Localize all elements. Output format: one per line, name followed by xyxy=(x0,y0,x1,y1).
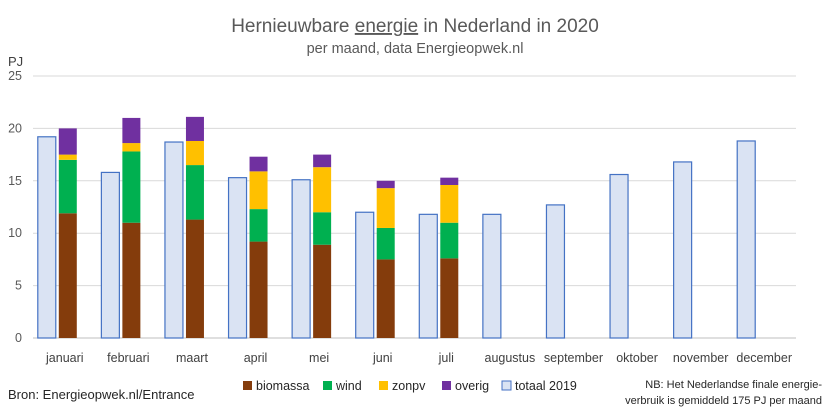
y-tick-label: 25 xyxy=(8,69,22,83)
bar-biomassa xyxy=(122,222,141,338)
bar-biomassa xyxy=(249,241,268,338)
bar-wind xyxy=(58,159,77,214)
bar-zonpv xyxy=(313,167,332,213)
bar-overig xyxy=(440,177,459,185)
bar-totaal-2019 xyxy=(355,211,375,339)
bar-zonpv xyxy=(122,143,141,152)
bar-zonpv xyxy=(440,184,459,223)
bar-zonpv xyxy=(249,171,268,210)
bar-overig xyxy=(249,156,268,172)
x-category-label: maart xyxy=(176,351,208,365)
bar-zonpv xyxy=(376,188,395,228)
bar-biomassa xyxy=(376,259,395,338)
bar-wind xyxy=(376,227,395,260)
x-axis-categories: januari februari maart april mei juni juli augu… xyxy=(45,351,792,365)
gridlines xyxy=(33,75,796,339)
bar-overig xyxy=(313,154,332,168)
bar-totaal-2019 xyxy=(100,171,120,339)
x-category-label: augustus xyxy=(485,351,536,365)
chart-title: Hernieuwbare energie in Nederland in 202… xyxy=(231,16,599,37)
y-tick-label: 5 xyxy=(15,279,22,293)
bar-totaal-2019 xyxy=(482,213,502,339)
y-axis-unit: PJ xyxy=(8,54,23,69)
bar-biomassa xyxy=(440,258,459,338)
x-category-label: mei xyxy=(309,351,329,365)
legend-label: zonpv xyxy=(392,379,426,393)
legend-label: totaal 2019 xyxy=(515,379,577,393)
x-category-label: januari xyxy=(45,351,84,365)
bar-biomassa xyxy=(185,219,204,338)
legend-label: biomassa xyxy=(256,379,310,393)
y-tick-label: 20 xyxy=(8,121,22,135)
y-tick-label: 0 xyxy=(15,331,22,345)
x-category-label: december xyxy=(736,351,792,365)
chart-subtitle: per maand, data Energieopwek.nl xyxy=(307,41,524,57)
bar-totaal-2019 xyxy=(609,173,629,339)
bar-totaal-2019 xyxy=(736,140,756,339)
bar-biomassa xyxy=(58,213,77,338)
legend: biomassa wind zonpv overig totaal 2019 xyxy=(243,379,577,393)
bar-wind xyxy=(185,165,204,220)
y-axis-ticks: 0 5 10 15 20 25 xyxy=(8,69,22,345)
legend-label: overig xyxy=(455,379,489,393)
bar-biomassa xyxy=(313,244,332,338)
note-line-1: NB: Het Nederlandse finale energie- xyxy=(645,379,822,391)
bars xyxy=(37,116,756,339)
bar-totaal-2019 xyxy=(37,136,57,339)
chart-title-part-3: in Nederland in 2020 xyxy=(418,16,599,37)
bar-totaal-2019 xyxy=(164,141,184,339)
bar-totaal-2019 xyxy=(418,213,438,339)
bar-totaal-2019 xyxy=(545,204,566,339)
x-category-label: oktober xyxy=(616,351,658,365)
x-category-label: april xyxy=(244,351,268,365)
y-tick-label: 15 xyxy=(8,174,22,188)
bar-totaal-2019 xyxy=(227,177,248,339)
legend-swatch xyxy=(323,381,332,390)
x-category-label: september xyxy=(544,351,603,365)
bar-overig xyxy=(58,128,77,155)
chart-title-part-1: Hernieuwbare xyxy=(231,16,355,37)
legend-swatch xyxy=(501,380,512,391)
bar-wind xyxy=(122,151,141,223)
x-category-label: juni xyxy=(372,351,392,365)
bar-wind xyxy=(249,209,268,242)
x-category-label: november xyxy=(673,351,729,365)
bar-overig xyxy=(185,116,204,141)
legend-swatch xyxy=(243,381,252,390)
source-text: Bron: Energieopwek.nl/Entrance xyxy=(8,387,194,402)
bar-zonpv xyxy=(58,154,77,160)
bar-totaal-2019 xyxy=(291,179,311,339)
legend-label: wind xyxy=(335,379,362,393)
bar-overig xyxy=(376,180,395,189)
chart-title-part-2: energie xyxy=(355,16,418,37)
bar-wind xyxy=(440,222,459,259)
x-category-label: juli xyxy=(438,351,454,365)
x-category-label: februari xyxy=(107,351,149,365)
bar-totaal-2019 xyxy=(673,161,693,339)
y-tick-label: 10 xyxy=(8,226,22,240)
bar-zonpv xyxy=(185,140,204,166)
note-line-2: verbruik is gemiddeld 175 PJ per maand xyxy=(625,395,822,407)
bar-wind xyxy=(313,212,332,245)
legend-swatch xyxy=(379,381,388,390)
legend-swatch xyxy=(442,381,451,390)
bar-overig xyxy=(122,117,141,144)
